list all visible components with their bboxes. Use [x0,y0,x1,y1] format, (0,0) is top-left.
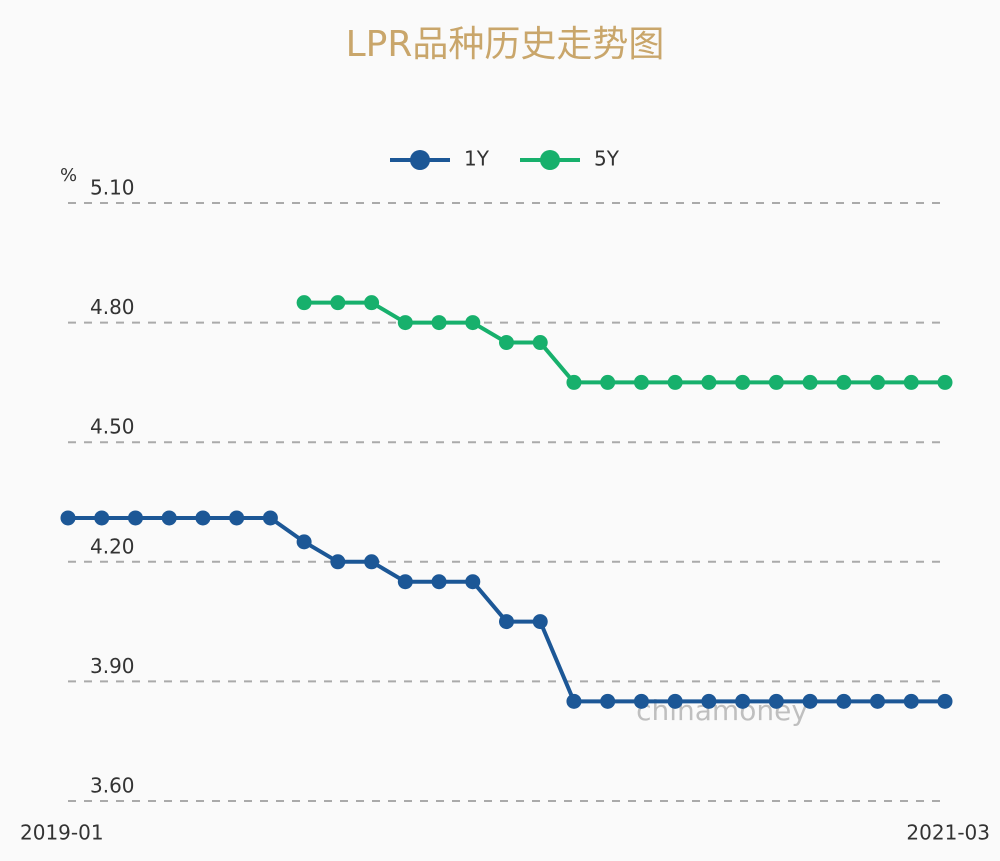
point [870,693,886,709]
y-tick-label: 5.10 [90,176,135,200]
point [397,315,413,331]
point [397,574,413,590]
point [633,374,649,390]
point [903,374,919,390]
point [60,510,76,526]
y-tick-label: 4.80 [90,295,135,319]
point [701,693,717,709]
point [903,693,919,709]
point [600,374,616,390]
point [364,295,380,311]
chart-title: LPR品种历史走势图 [346,24,665,65]
point [836,374,852,390]
point [735,693,751,709]
point [465,315,481,331]
point [195,510,211,526]
point [499,614,514,630]
point [296,534,312,550]
y-unit: % [60,165,77,186]
point [802,693,818,709]
point [330,295,346,311]
series-line [304,300,945,385]
point [127,510,143,526]
legend-label: 5Y [594,147,620,171]
y-tick-label: 3.90 [90,654,135,678]
point [431,315,447,331]
point [499,335,514,351]
point [836,693,852,709]
x-tick-label: 2019-01 [20,821,104,845]
point [532,614,548,630]
point [566,374,582,390]
point [600,693,616,709]
series-line [68,515,945,704]
point [870,374,886,390]
point [937,374,953,390]
point [937,693,953,709]
point [465,574,481,590]
x-tick-label: 2021-03 [906,821,990,845]
y-tick-label: 4.50 [90,415,135,439]
point [229,510,245,526]
point [768,374,784,390]
point [296,295,312,311]
point [667,693,683,709]
point [633,693,649,709]
legend-marker [410,150,430,170]
y-tick-label: 3.60 [90,774,135,798]
point [330,554,346,570]
point [94,510,110,526]
point [735,374,751,390]
point [431,574,447,590]
y-tick-label: 4.20 [90,534,135,558]
point [667,374,683,390]
point [802,374,818,390]
point [364,554,380,570]
point [768,693,784,709]
legend-marker [540,150,560,170]
point [701,374,717,390]
point [566,693,582,709]
legend-label: 1Y [464,147,490,171]
point [532,335,548,351]
point [161,510,177,526]
point [262,510,278,526]
